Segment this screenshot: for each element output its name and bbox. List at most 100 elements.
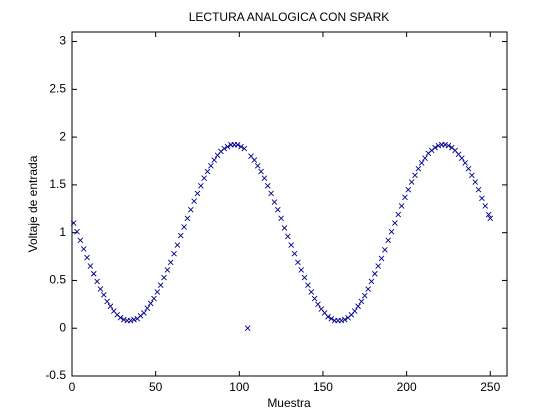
point	[301, 274, 308, 281]
point	[80, 246, 87, 252]
point	[442, 141, 448, 148]
point	[94, 278, 100, 285]
point	[308, 289, 315, 295]
point	[465, 165, 472, 172]
point	[472, 179, 479, 185]
point	[100, 291, 107, 298]
point	[77, 237, 84, 244]
point	[288, 242, 294, 248]
point	[408, 179, 415, 185]
point	[361, 292, 368, 299]
point	[161, 274, 167, 281]
point	[221, 145, 228, 152]
point	[141, 310, 147, 316]
point	[338, 317, 345, 324]
point	[475, 186, 482, 193]
point	[415, 165, 422, 172]
point	[469, 172, 475, 179]
point	[305, 282, 311, 289]
point	[238, 143, 244, 150]
point	[187, 206, 194, 213]
point	[382, 247, 388, 253]
x-tick-label: 150	[313, 380, 333, 394]
point	[388, 228, 395, 235]
point	[144, 305, 151, 311]
point	[311, 295, 318, 302]
point	[281, 225, 288, 231]
point	[147, 300, 154, 307]
point	[177, 232, 184, 239]
y-tick-label: 1.5	[49, 177, 66, 191]
point	[264, 183, 271, 189]
point	[412, 172, 418, 179]
point	[285, 233, 291, 240]
point	[485, 211, 492, 218]
point	[402, 194, 408, 201]
y-tick-label: 1	[59, 225, 66, 239]
point	[375, 263, 381, 269]
point	[198, 183, 204, 189]
point	[131, 316, 137, 323]
point	[244, 325, 251, 332]
point	[351, 308, 358, 314]
point	[97, 286, 104, 292]
point	[211, 157, 218, 163]
point	[445, 142, 452, 149]
point	[174, 242, 181, 248]
y-tick-label: 3	[59, 34, 66, 48]
point	[274, 206, 281, 213]
point	[378, 255, 385, 262]
chart-title: LECTURA ANALOGICA CON SPARK	[189, 10, 390, 24]
y-tick-label: 0.5	[49, 273, 66, 287]
point	[395, 211, 402, 218]
point	[271, 199, 278, 205]
point	[241, 145, 248, 152]
point	[315, 301, 321, 308]
y-tick-label: 2	[59, 129, 66, 143]
point	[295, 259, 301, 266]
point	[328, 315, 335, 322]
point	[157, 282, 164, 289]
point	[184, 215, 191, 222]
point	[368, 278, 375, 285]
point	[70, 220, 77, 226]
point	[127, 317, 134, 324]
point	[74, 228, 80, 235]
point	[325, 313, 331, 320]
plot-frame	[71, 31, 508, 377]
point	[90, 270, 97, 277]
y-tick-label: 2.5	[49, 82, 66, 96]
point	[405, 186, 412, 193]
y-tick-label: -0.5	[45, 368, 66, 382]
point	[107, 303, 114, 310]
point	[459, 155, 465, 161]
point	[151, 295, 157, 302]
x-tick-label: 0	[69, 380, 76, 394]
point	[254, 162, 261, 169]
point	[392, 220, 398, 226]
point	[194, 190, 201, 197]
point	[121, 316, 127, 323]
point	[164, 267, 171, 273]
point	[204, 168, 211, 175]
point	[117, 314, 124, 321]
point	[87, 263, 94, 269]
point	[258, 168, 264, 175]
point	[224, 143, 231, 150]
point	[261, 175, 268, 182]
point	[167, 259, 174, 266]
point	[154, 289, 161, 295]
point	[462, 160, 468, 166]
point	[268, 190, 274, 197]
point	[418, 160, 425, 166]
point	[298, 267, 305, 273]
point	[171, 250, 177, 257]
point	[355, 303, 361, 310]
point	[208, 162, 214, 169]
point	[191, 198, 197, 204]
point	[487, 215, 494, 222]
point	[291, 250, 298, 257]
point	[432, 144, 438, 151]
